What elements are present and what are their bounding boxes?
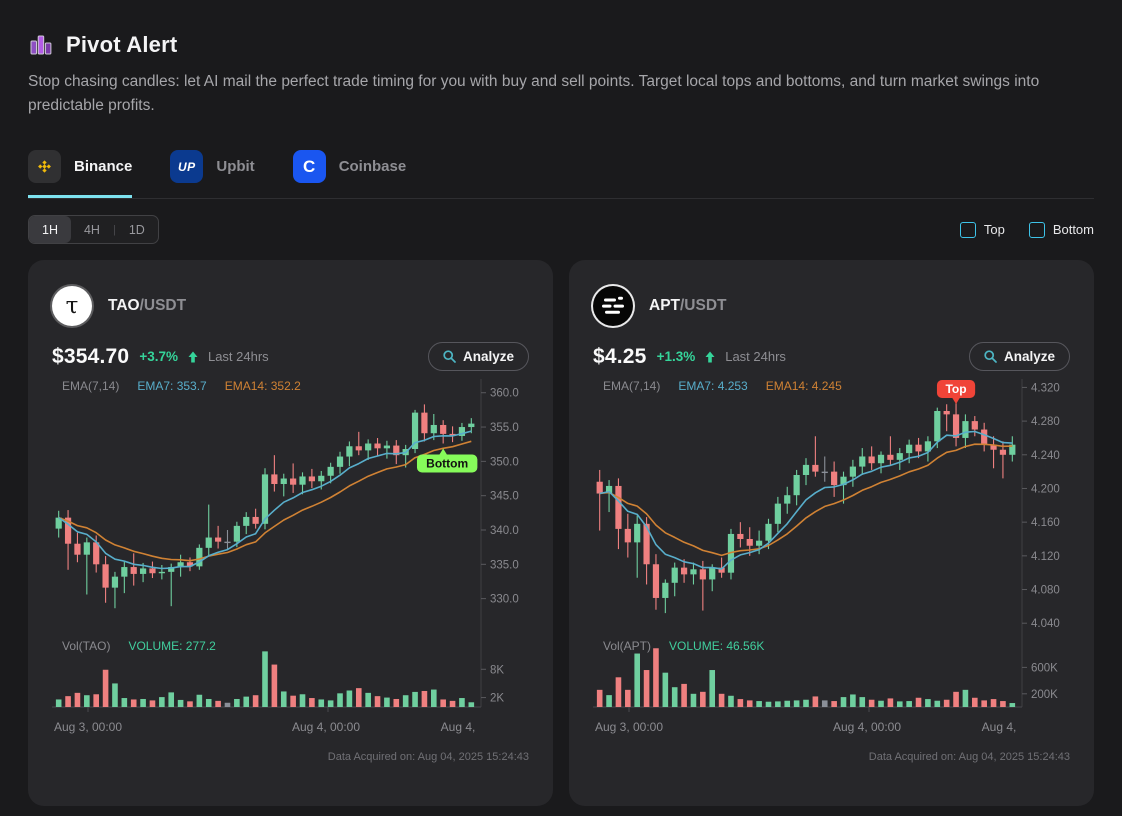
apt-data-timestamp: Data Acquired on: Aug 04, 2025 15:24:43 <box>868 751 1070 764</box>
svg-text:350.0: 350.0 <box>490 456 519 468</box>
svg-text:4.240: 4.240 <box>1031 450 1060 462</box>
coinbase-logo-icon: C <box>292 150 326 184</box>
apt-x-axis-labels: Aug 3, 00:00 Aug 4, 00:00 Aug 4, <box>593 717 1070 737</box>
tao-change: +3.7% <box>139 349 178 365</box>
svg-text:4.280: 4.280 <box>1031 416 1060 428</box>
timeframe-1h-button[interactable]: 1H <box>29 216 71 244</box>
page-description: Stop chasing candles: let AI mail the pe… <box>28 73 1040 115</box>
x-axis-label: Aug 4, <box>981 720 1017 735</box>
apt-price: $4.25 <box>593 344 647 368</box>
card-apt: APT/USDT $4.25 +1.3% Last 24hrs Analyze … <box>569 260 1094 807</box>
page-title: Pivot Alert <box>66 32 178 57</box>
tao-ema-legend: EMA(7,14) EMA7: 353.7 EMA14: 352.2 <box>62 379 301 394</box>
up-arrow-icon <box>705 351 715 363</box>
tao-x-axis-labels: Aug 3, 00:00 Aug 4, 00:00 Aug 4, <box>52 717 529 737</box>
svg-text:4.040: 4.040 <box>1031 618 1060 630</box>
tab-upbit-label: Upbit <box>216 158 255 176</box>
svg-text:340.0: 340.0 <box>490 525 519 537</box>
apt-volume-area: Vol(APT) VOLUME: 46.56K 600K 200K <box>593 635 1070 715</box>
tao-volume-legend: Vol(TAO) VOLUME: 277.2 <box>62 639 216 654</box>
tab-binance-label: Binance <box>74 158 133 176</box>
svg-text:330.0: 330.0 <box>490 594 519 606</box>
x-axis-label: Aug 4, <box>440 720 476 735</box>
svg-text:600K: 600K <box>1031 662 1058 674</box>
tao-logo-icon: τ <box>52 286 92 327</box>
bar-chart-icon <box>30 35 52 55</box>
upbit-logo-icon: UP <box>170 150 204 184</box>
svg-text:4.200: 4.200 <box>1031 484 1060 496</box>
bottom-filter[interactable]: Bottom <box>1028 221 1094 238</box>
apt-pair-name: APT/USDT <box>649 297 727 315</box>
apt-volume-chart[interactable]: 600K 200K <box>593 635 1070 715</box>
x-axis-label: Aug 4, 00:00 <box>832 720 902 735</box>
tab-upbit[interactable]: UP Upbit <box>170 150 255 198</box>
svg-text:8K: 8K <box>490 664 504 676</box>
svg-text:4.160: 4.160 <box>1031 517 1060 529</box>
tao-data-timestamp: Data Acquired on: Aug 04, 2025 15:24:43 <box>327 751 529 764</box>
card-tao: τ TAO/USDT $354.70 +3.7% Last 24hrs Anal… <box>28 260 553 807</box>
tab-coinbase[interactable]: C Coinbase <box>292 150 407 198</box>
tao-analyze-button[interactable]: Analyze <box>427 342 529 372</box>
x-axis-label: Aug 3, 00:00 <box>594 720 664 735</box>
tao-coin-header: τ TAO/USDT <box>52 286 529 327</box>
svg-text:Bottom: Bottom <box>426 457 468 471</box>
svg-text:335.0: 335.0 <box>490 559 519 571</box>
tao-volume-area: Vol(TAO) VOLUME: 277.2 8K 2K <box>52 635 529 715</box>
up-arrow-icon <box>188 351 198 363</box>
apt-change: +1.3% <box>656 349 696 365</box>
top-checkbox-label: Top <box>983 222 1005 238</box>
top-filter[interactable]: Top <box>959 221 1005 238</box>
controls-row: 1H 4H | 1D Top Bottom <box>28 215 1094 245</box>
svg-text:345.0: 345.0 <box>490 491 519 503</box>
apt-period: Last 24hrs <box>725 349 786 365</box>
tao-candlestick-chart[interactable]: 360.0 355.0 350.0 345.0 340.0 335.0 330.0 Botto… <box>52 379 529 636</box>
svg-text:200K: 200K <box>1031 689 1058 701</box>
apt-chart-area: EMA(7,14) EMA7: 4.253 EMA14: 4.245 4.320… <box>593 379 1070 636</box>
svg-text:4.320: 4.320 <box>1031 382 1060 394</box>
tao-period: Last 24hrs <box>207 349 269 365</box>
search-icon <box>443 350 456 363</box>
apt-logo-icon <box>593 286 633 327</box>
apt-volume-legend: Vol(APT) VOLUME: 46.56K <box>603 639 765 654</box>
svg-text:4.080: 4.080 <box>1031 585 1060 597</box>
timeframe-4h-button[interactable]: 4H <box>71 216 113 243</box>
tao-volume-chart[interactable]: 8K 2K <box>52 635 529 715</box>
timeframe-divider: | <box>112 223 116 236</box>
tao-price: $354.70 <box>52 344 130 368</box>
bottom-checkbox-label: Bottom <box>1052 222 1094 238</box>
apt-price-row: $4.25 +1.3% Last 24hrs Analyze <box>593 342 1070 372</box>
binance-logo-icon <box>28 150 61 184</box>
tab-coinbase-label: Coinbase <box>338 158 407 176</box>
svg-text:355.0: 355.0 <box>490 422 519 434</box>
x-axis-label: Aug 4, 00:00 <box>291 720 361 735</box>
tao-chart-area: EMA(7,14) EMA7: 353.7 EMA14: 352.2 360.0… <box>52 379 529 636</box>
timeframe-selector: 1H 4H | 1D <box>28 215 159 245</box>
apt-candlestick-chart[interactable]: 4.320 4.280 4.240 4.200 4.160 4.120 4.080 4.040… <box>593 379 1070 636</box>
apt-ema-legend: EMA(7,14) EMA7: 4.253 EMA14: 4.245 <box>603 379 842 394</box>
market-cards: τ TAO/USDT $354.70 +3.7% Last 24hrs Anal… <box>28 260 1094 807</box>
app-header: Pivot Alert <box>28 32 1094 58</box>
timeframe-1d-button[interactable]: 1D <box>116 216 158 243</box>
apt-coin-header: APT/USDT <box>593 286 1070 327</box>
svg-text:2K: 2K <box>490 693 504 705</box>
x-axis-label: Aug 3, 00:00 <box>53 720 123 735</box>
signal-filters: Top Bottom <box>959 221 1094 238</box>
tab-binance[interactable]: Binance <box>28 150 133 199</box>
tao-pair-name: TAO/USDT <box>108 297 187 315</box>
tao-price-row: $354.70 +3.7% Last 24hrs Analyze <box>52 342 529 372</box>
svg-text:360.0: 360.0 <box>490 388 519 400</box>
apt-analyze-button[interactable]: Analyze <box>968 342 1070 372</box>
svg-text:4.120: 4.120 <box>1031 551 1060 563</box>
svg-text:Top: Top <box>945 382 966 396</box>
exchange-tabs: Binance UP Upbit C Coinbase <box>28 150 1094 200</box>
search-icon <box>984 350 997 363</box>
top-checkbox[interactable] <box>959 221 976 238</box>
bottom-checkbox[interactable] <box>1028 221 1045 238</box>
